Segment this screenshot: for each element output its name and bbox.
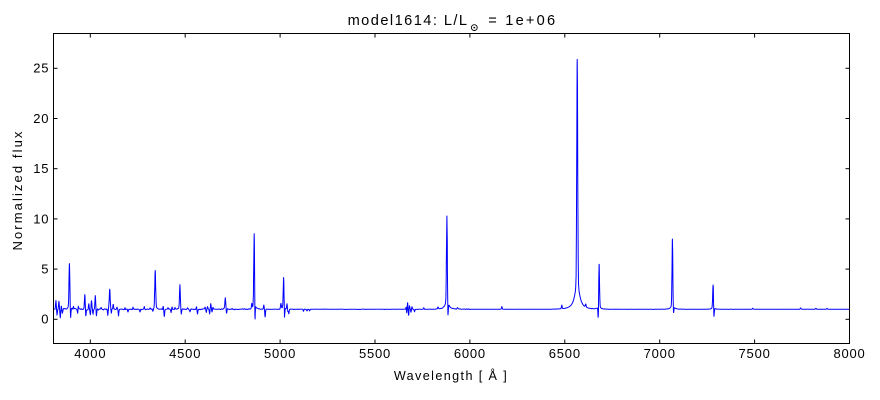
svg-text:20: 20	[33, 111, 49, 126]
svg-text:6000: 6000	[454, 346, 486, 361]
svg-text:25: 25	[33, 61, 49, 76]
svg-text:= 1e+06: = 1e+06	[488, 13, 557, 29]
svg-text:4500: 4500	[169, 346, 201, 361]
svg-text:6500: 6500	[549, 346, 581, 361]
svg-text:Normalized flux: Normalized flux	[10, 129, 25, 250]
svg-text:8000: 8000	[833, 346, 865, 361]
svg-text:5: 5	[41, 262, 49, 277]
svg-text:7000: 7000	[644, 346, 676, 361]
svg-text:Wavelength [ Å ]: Wavelength [ Å ]	[394, 368, 508, 383]
svg-text:7500: 7500	[739, 346, 771, 361]
svg-text:5500: 5500	[359, 346, 391, 361]
svg-text:model1614: L/L: model1614: L/L	[348, 13, 469, 29]
svg-text:4000: 4000	[74, 346, 106, 361]
svg-text:15: 15	[33, 161, 49, 176]
svg-text:10: 10	[33, 211, 49, 226]
svg-text:5000: 5000	[264, 346, 296, 361]
svg-text:0: 0	[41, 312, 49, 327]
